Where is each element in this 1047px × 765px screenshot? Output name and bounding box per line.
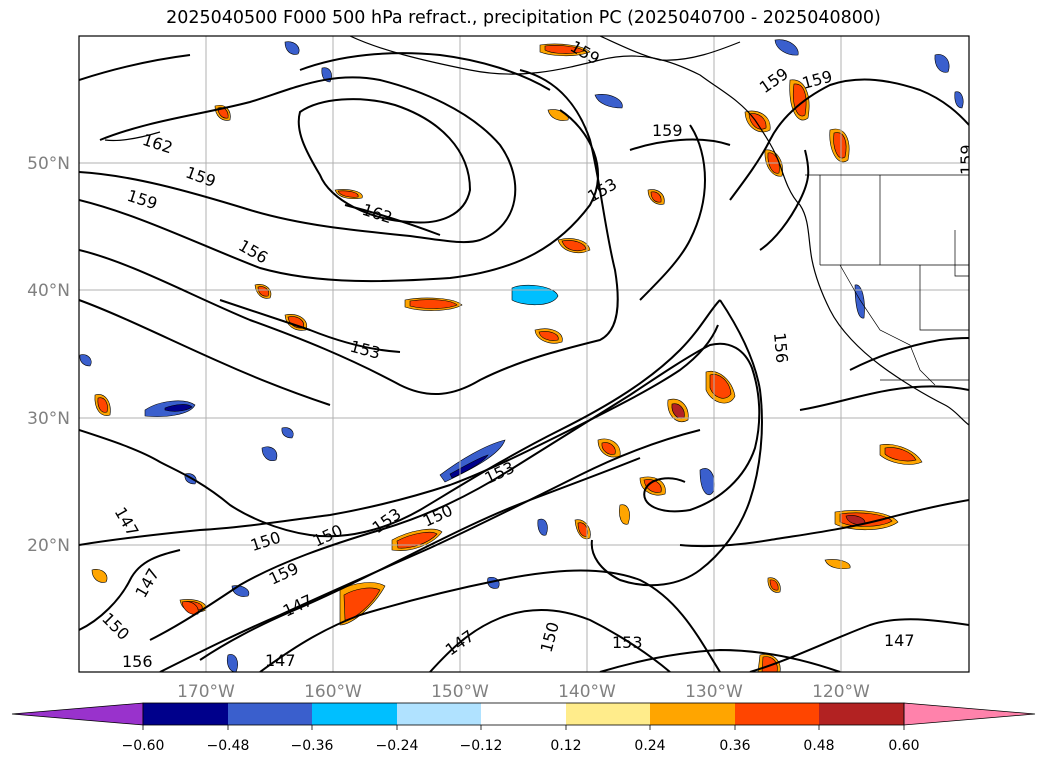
lon-label: 140°W (558, 682, 616, 702)
colorbar-tick-label: −0.12 (460, 738, 503, 754)
colorbar-tick-label: −0.36 (291, 738, 334, 754)
precip-positive-patch (257, 286, 270, 297)
lon-label: 120°W (812, 682, 870, 702)
latitude-labels: 50°N 40°N 30°N 20°N (27, 154, 70, 556)
coastline (104, 36, 969, 426)
precip-negative-patch (954, 91, 964, 109)
precip-negative-patch (934, 54, 950, 73)
colorbar-tick-label: 0.12 (550, 738, 581, 754)
precip-positive-patch (396, 531, 438, 549)
map-title: 2025040500 F000 500 hPa refract., precip… (166, 8, 881, 28)
lat-label: 30°N (27, 409, 70, 429)
colorbar-segment (819, 703, 904, 725)
lon-label: 160°W (304, 682, 362, 702)
contour-label: 147 (265, 651, 296, 670)
colorbar-segment (735, 703, 819, 725)
precip-positive-patch (769, 579, 779, 591)
colorbar-segment (228, 703, 312, 725)
precip-positive (91, 43, 923, 672)
lat-label: 50°N (27, 154, 70, 174)
contour-label: 147 (884, 631, 915, 650)
colorbar: −0.60 −0.48 −0.36 −0.24 −0.12 0.12 0.24 … (11, 702, 1036, 754)
colorbar-tick-label: 0.24 (634, 738, 665, 754)
lon-label: 170°W (177, 682, 235, 702)
precip-positive-patch (833, 132, 847, 159)
precip-positive-patch (538, 331, 559, 341)
colorbar-segment (397, 703, 481, 725)
refractivity-contours (79, 52, 969, 672)
graticule (79, 36, 969, 672)
lat-label: 20°N (27, 536, 70, 556)
precip-negative-patch (79, 354, 92, 367)
precip-negative-patch (854, 284, 865, 319)
contour-label: 156 (770, 332, 792, 364)
precip-negative-patch (164, 404, 193, 412)
colorbar-tick-label: 0.36 (719, 738, 750, 754)
precip-positive-patch (824, 559, 851, 570)
lat-label: 40°N (27, 281, 70, 301)
precip-positive-patch (650, 191, 662, 203)
plot-frame (78, 35, 970, 673)
precip-negative-patch (594, 94, 623, 109)
precip-negative-patch (281, 427, 294, 439)
lon-label: 130°W (685, 682, 743, 702)
precip-negative-patch (226, 654, 238, 672)
precip-positive-patch (409, 299, 458, 309)
borders (805, 174, 969, 386)
contour-label: 153 (612, 633, 643, 652)
colorbar-tick-label: 0.48 (803, 738, 834, 754)
colorbar-tick-marks (142, 725, 905, 730)
contour-label: 156 (122, 652, 153, 671)
precip-positive-patch (337, 190, 359, 198)
precip-positive-patch (97, 397, 108, 413)
colorbar-segment (566, 703, 650, 725)
colorbar-tick-label: −0.48 (207, 738, 250, 754)
colorbar-outline (142, 702, 905, 726)
contour-label: 159 (957, 144, 976, 175)
colorbar-tick-label: 0.60 (888, 738, 919, 754)
precip-positive-patch (884, 447, 917, 462)
precip-negative-patch (537, 518, 548, 536)
colorbar-tick-label: −0.24 (376, 738, 419, 754)
colorbar-extend-high (903, 702, 1036, 726)
contour-label: 159 (652, 121, 683, 140)
colorbar-tick-label: −0.60 (122, 738, 165, 754)
precip-positive-patch (601, 442, 616, 455)
colorbar-segment (481, 703, 566, 725)
precip-negative-patch (774, 39, 799, 56)
lon-label: 150°W (431, 682, 489, 702)
colorbar-segment (143, 703, 228, 725)
precip-positive-patch (619, 504, 630, 525)
colorbar-segment (650, 703, 735, 725)
precip-positive-patch (181, 601, 199, 615)
precip-positive-patch (91, 569, 108, 583)
longitude-labels: 170°W 160°W 150°W 140°W 130°W 120°W (177, 682, 870, 702)
colorbar-segment (312, 703, 397, 725)
map-plot-area: 162 159 159 156 162 153 153 159 159 159 … (79, 36, 976, 672)
precip-positive-patch (544, 45, 585, 54)
precip-negative-patch (261, 446, 278, 461)
precip-negative-patch (284, 41, 300, 55)
precip-positive-patch (561, 240, 587, 252)
colorbar-extend-low (11, 702, 144, 726)
precip-positive-patch (709, 374, 732, 399)
